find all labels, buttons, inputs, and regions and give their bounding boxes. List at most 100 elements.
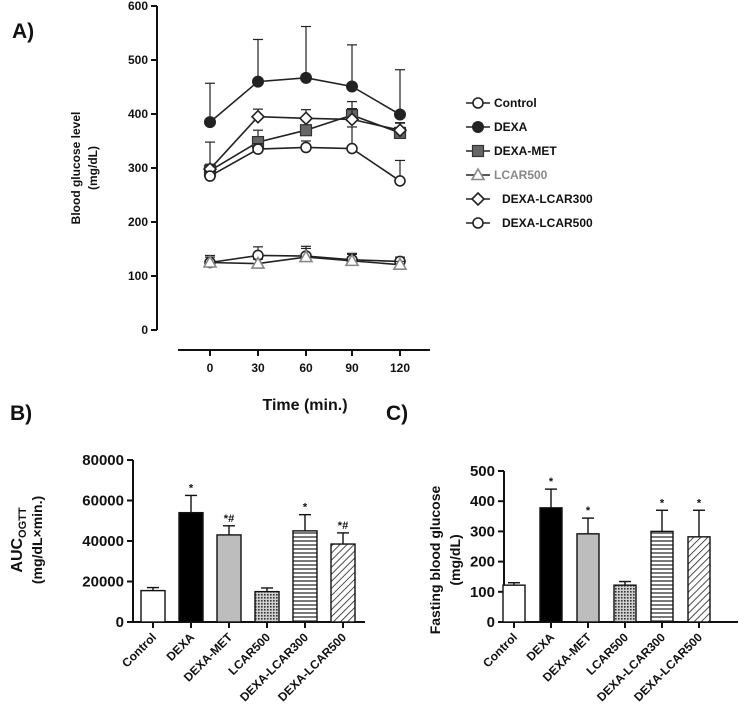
line-chart-x-tick-label: 120 xyxy=(390,361,410,375)
legend-marker xyxy=(472,217,484,229)
line-chart-y-tick-label: 200 xyxy=(128,215,148,229)
line-chart-x-tick-label: 0 xyxy=(207,361,214,375)
bar-chart-y-tick-label: 200 xyxy=(470,554,495,571)
legend-label: DEXA-LCAR300 xyxy=(502,192,593,206)
bar-chart-y-tick-label: 40000 xyxy=(82,533,124,550)
bar xyxy=(650,530,674,623)
panel-label-c: C) xyxy=(386,402,408,425)
bar-chart-y-tick-label: 400 xyxy=(470,493,495,510)
line-chart-xlabel: Time (min.) xyxy=(262,397,347,414)
line-chart-y-tick-label: 100 xyxy=(128,269,148,283)
bar xyxy=(216,534,242,623)
bar-chart-y-tick-label: 80000 xyxy=(82,452,124,469)
bar xyxy=(687,536,711,623)
data-point xyxy=(204,170,216,182)
significance-marker: * xyxy=(549,476,554,488)
line-chart-ylabel-line2: (mg/dL) xyxy=(86,146,100,190)
fasting-chart-ylabel-line2: (mg/dL) xyxy=(447,534,463,585)
fasting-chart-ylabel-line1: Fasting blood glucose xyxy=(427,486,443,635)
data-point xyxy=(298,249,314,263)
bar-chart-y-tick-label: 0 xyxy=(487,614,495,631)
legend-label: DEXA-MET xyxy=(494,144,557,158)
panel-label-b: B) xyxy=(10,402,32,425)
bar xyxy=(613,584,637,623)
data-point xyxy=(394,175,406,187)
bar-category-label: DEXA-LCAR500 xyxy=(631,630,705,704)
legend-label: DEXA-LCAR500 xyxy=(502,216,593,230)
line-chart-y-tick-label: 0 xyxy=(141,323,148,337)
line-chart-y-tick-label: 500 xyxy=(128,53,148,67)
legend-marker xyxy=(471,144,485,158)
bar-chart-y-tick-label: 300 xyxy=(470,523,495,540)
significance-marker: * xyxy=(586,505,591,517)
data-point xyxy=(345,80,358,93)
line-series xyxy=(204,25,406,129)
line-series xyxy=(202,107,408,177)
significance-marker: *# xyxy=(224,513,234,525)
legend-label: LCAR500 xyxy=(494,168,548,182)
significance-marker: * xyxy=(189,482,194,494)
auc-ylabel-sub: OGTT xyxy=(17,507,29,538)
data-point xyxy=(299,71,312,84)
bar xyxy=(502,584,526,623)
legend-marker xyxy=(472,97,484,109)
line-series xyxy=(204,126,406,187)
data-point xyxy=(204,116,217,129)
data-point xyxy=(393,108,406,121)
panel-label-a: A) xyxy=(12,20,34,43)
bar-chart-y-tick-label: 100 xyxy=(470,584,495,601)
legend-marker xyxy=(470,191,486,207)
bar xyxy=(576,533,600,623)
data-point xyxy=(392,257,408,270)
legend-label: Control xyxy=(494,96,537,110)
significance-marker: * xyxy=(697,497,702,509)
bar-category-label: DEXA xyxy=(164,630,198,664)
significance-marker: * xyxy=(660,497,665,509)
data-point xyxy=(252,143,264,155)
data-point xyxy=(202,254,218,268)
legend-label: DEXA xyxy=(494,120,528,134)
bar xyxy=(330,543,356,623)
bar xyxy=(254,590,280,623)
line-chart-x-tick-label: 30 xyxy=(251,361,265,375)
data-point xyxy=(344,112,360,127)
bar-category-label: Control xyxy=(119,630,159,670)
data-point xyxy=(250,109,266,124)
data-point xyxy=(392,123,408,138)
line-chart-x-tick-label: 90 xyxy=(345,361,359,375)
auc-ylabel-main: AUC xyxy=(9,538,26,573)
line-chart-y-tick-label: 600 xyxy=(128,0,148,13)
bar-category-label: DEXA-LCAR500 xyxy=(275,630,349,704)
auc-chart-ylabel-units: (mg/dL×min.) xyxy=(29,496,45,584)
data-point xyxy=(252,75,265,88)
bar-category-label: Control xyxy=(480,630,520,670)
bar-chart-y-tick-label: 500 xyxy=(470,463,495,480)
line-chart-y-tick-label: 400 xyxy=(128,107,148,121)
data-point xyxy=(346,142,358,155)
bar-chart-y-tick-label: 60000 xyxy=(82,493,124,510)
legend-marker xyxy=(470,167,486,181)
bar-category-label: DEXA xyxy=(524,630,558,664)
data-point xyxy=(344,253,360,267)
line-chart-panel-a: Blood glucose level (mg/dL) Time (min.) … xyxy=(69,0,430,414)
fasting-glucose-bar-chart: Fasting blood glucose (mg/dL) 0 100 200 300… xyxy=(427,463,738,704)
bar xyxy=(292,530,318,623)
bar xyxy=(539,507,563,623)
line-chart-ylabel-line1: Blood glucose level xyxy=(69,112,83,225)
bar-chart-y-tick-label: 20000 xyxy=(82,574,124,591)
bar xyxy=(140,589,166,623)
data-point xyxy=(299,124,313,137)
data-point xyxy=(300,141,312,154)
bar xyxy=(178,511,204,623)
line-chart-legend: Control DEXA DEXA-MET LCAR500 DEXA-LCAR300 DE… xyxy=(466,96,593,230)
auc-bar-chart: AUCOGTT (mg/dL×min.) 0 20000 40000 60000 800… xyxy=(9,452,365,704)
line-chart-y-tick-label: 300 xyxy=(128,161,148,175)
auc-chart-ylabel: AUCOGTT xyxy=(9,507,29,573)
significance-marker: * xyxy=(303,502,308,514)
significance-marker: *# xyxy=(338,520,348,532)
data-point xyxy=(250,255,266,269)
line-series xyxy=(202,245,408,270)
legend-marker xyxy=(471,121,484,134)
data-point xyxy=(298,111,314,126)
